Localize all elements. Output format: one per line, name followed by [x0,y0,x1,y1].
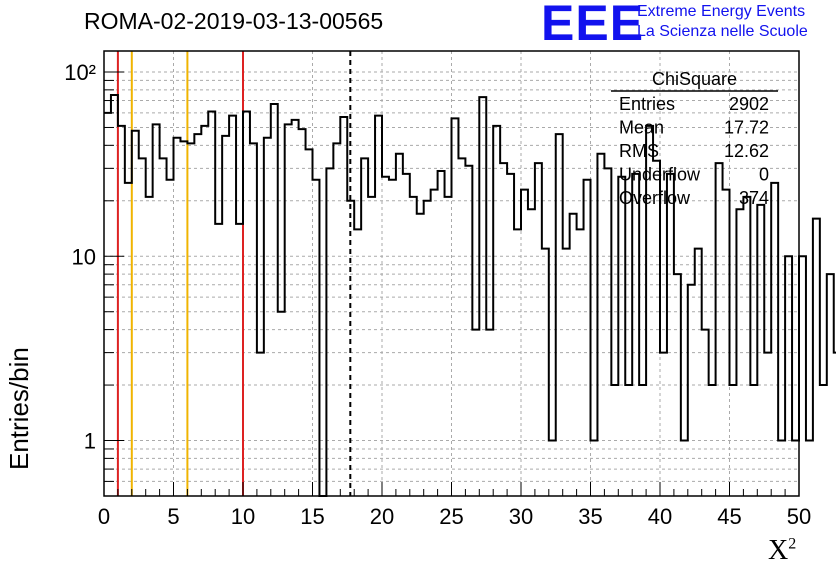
stats-label: Entries [619,94,675,114]
x-tick-label: 35 [578,504,602,529]
stats-box: ChiSquare Entries 2902 Mean 17.72 RMS 12.62 Und… [611,69,778,208]
x-tick-label: 30 [509,504,533,529]
stats-value: 2902 [729,94,769,114]
stats-title: ChiSquare [652,69,737,89]
histogram-outline [104,94,836,497]
stats-value: 374 [739,188,769,208]
stats-value: 17.72 [724,118,769,138]
x-tick-label: 25 [439,504,463,529]
x-axis-label: X2 [768,535,797,566]
x-tick-label: 45 [717,504,741,529]
y-tick-label: 10² [64,60,96,85]
logo-line-2: La Scienza nelle Scuole [637,23,808,40]
logo-line-1: Extreme Energy Events [637,3,806,20]
x-tick-label: 10 [231,504,255,529]
tick-labels: 0 5 10 15 20 25 30 35 40 45 50 1 10 10² [64,60,811,529]
y-tick-label: 1 [84,429,96,454]
x-tick-label: 0 [98,504,110,529]
x-tick-label: 20 [370,504,394,529]
stats-value: 0 [759,165,769,185]
stats-label: Mean [619,118,664,138]
y-tick-label: 10 [72,244,96,269]
stats-label: RMS [619,141,659,161]
x-tick-label: 15 [300,504,324,529]
chart-title: ROMA-02-2019-03-13-00565 [84,8,384,34]
grid-lines [103,51,800,497]
eee-logo: EEE [541,0,645,51]
axis-ticks [103,71,800,497]
stats-label: Overflow [619,188,691,208]
eee-logo-subtitle: Extreme Energy Events La Scienza nelle S… [637,2,808,42]
stats-value: 12.62 [724,141,769,161]
x-tick-label: 40 [648,504,672,529]
x-tick-label: 5 [167,504,179,529]
marker-lines [116,51,352,496]
stats-label: Underflow [619,165,701,185]
x-tick-label: 50 [787,504,811,529]
